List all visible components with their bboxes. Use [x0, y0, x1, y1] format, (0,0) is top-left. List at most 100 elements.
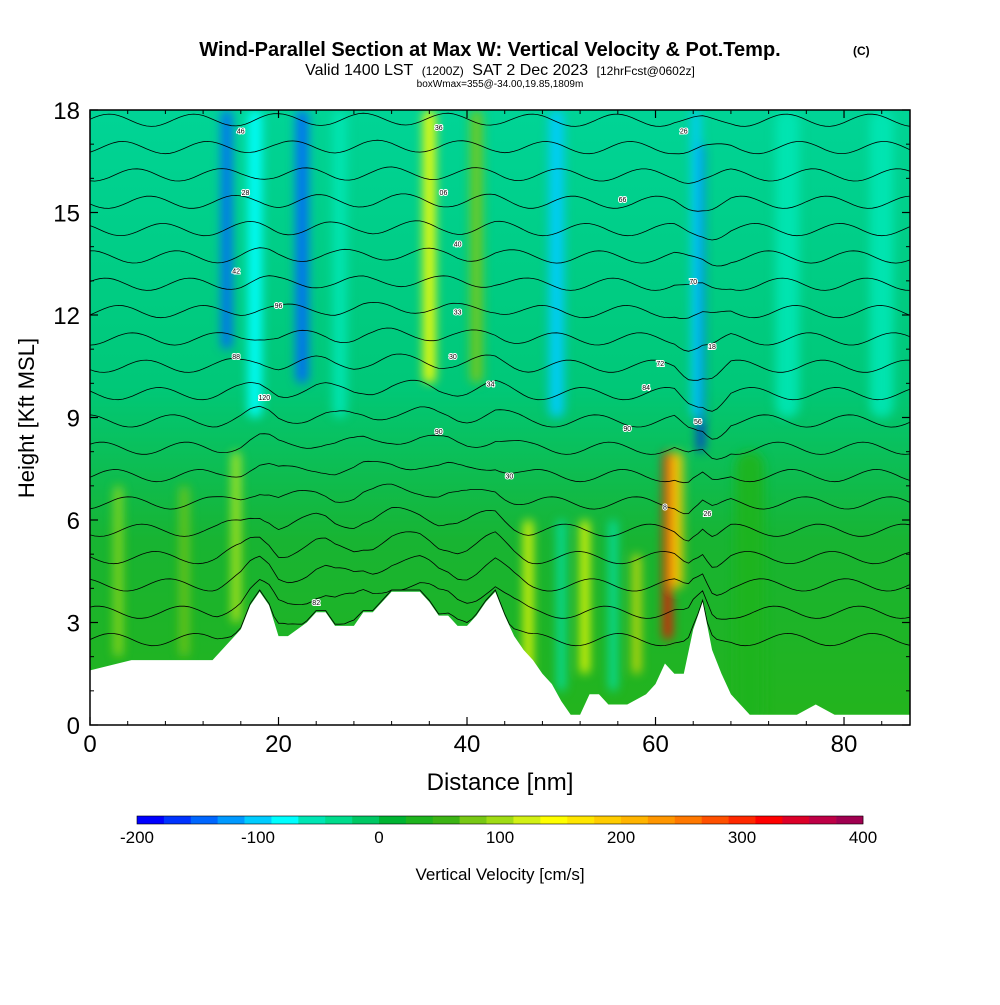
w-feature-13	[633, 554, 640, 674]
w-feature-11	[524, 520, 533, 674]
subtitle-date: SAT 2 Dec 2023	[472, 62, 588, 79]
colorbar-swatch-1	[163, 816, 192, 824]
x-tick-label-80: 80	[831, 731, 858, 758]
contour-label-12: 30	[449, 354, 457, 361]
w-feature-6	[691, 110, 701, 418]
colorbar-swatch-10	[405, 816, 434, 824]
contour-label-23: 26	[703, 511, 711, 518]
isentrope-16	[90, 193, 910, 212]
colorbar-swatch-2	[190, 816, 218, 824]
colorbar-swatch-16	[567, 816, 595, 824]
colorbar-swatch-8	[352, 816, 380, 824]
subtitle-forecast: [12hrFcst@0602z]	[597, 64, 695, 78]
contour-label-17: 120	[259, 395, 271, 402]
contour-label-15: 34	[487, 381, 495, 388]
contour-label-21: 30	[506, 474, 514, 481]
w-feature-16	[232, 451, 240, 623]
colorbar-label: Vertical Velocity [cm/s]	[415, 865, 584, 884]
colorbar-swatch-12	[459, 816, 487, 824]
colorbar-swatch-3	[217, 816, 245, 824]
contour-label-9: 33	[454, 310, 462, 317]
w-feature-12	[580, 520, 590, 674]
y-tick-label-15: 15	[53, 201, 80, 228]
contour-label-8: 96	[275, 303, 283, 310]
contour-label-3: 06	[440, 190, 448, 197]
colorbar-swatch-15	[540, 816, 568, 824]
isentrope-0	[90, 589, 910, 647]
contour-label-2: 36	[435, 125, 443, 132]
x-tick-label-0: 0	[83, 731, 96, 758]
contour-label-0: 46	[237, 129, 245, 136]
w-feature-9	[663, 451, 673, 640]
x-axis-label: Distance [nm]	[427, 769, 574, 796]
isentrope-19	[90, 112, 910, 127]
subtitle-utc: (1200Z)	[422, 64, 464, 78]
colorbar-tick-label-6: 400	[849, 828, 877, 847]
colorbar-frame	[136, 815, 864, 825]
contour-label-10: 70	[689, 279, 697, 286]
colorbar-swatch-22	[728, 816, 756, 824]
isentrope-18	[90, 139, 910, 155]
colorbar-tick-label-3: 100	[486, 828, 514, 847]
x-tick-label-20: 20	[265, 731, 292, 758]
contour-label-5: 66	[619, 197, 627, 204]
contour-label-19: 90	[623, 426, 631, 433]
colorbar-swatch-6	[298, 816, 326, 824]
w-feature-21	[735, 451, 764, 725]
plot-area: 46 28 36 06 26 66 40 42 96 33 70 88 30 72 18 34 84 120 90 9…	[90, 110, 910, 725]
colorbar-swatch-0	[137, 816, 165, 824]
title-copyright-mark: (C)	[853, 44, 870, 58]
isentrope-4	[90, 506, 910, 542]
subtitle-valid-time: Valid 1400 LST	[305, 62, 413, 79]
colorbar-swatch-26	[836, 816, 864, 824]
w-feature-18	[114, 485, 123, 657]
colorbar-swatch-25	[809, 816, 837, 824]
colorbar-swatch-20	[674, 816, 702, 824]
isentrope-10	[90, 353, 910, 381]
y-tick-label-9: 9	[67, 406, 80, 433]
isentrope-15	[90, 220, 910, 241]
x-tick-label-60: 60	[642, 731, 669, 758]
w-feature-20	[869, 110, 894, 418]
isentrope-9	[90, 379, 910, 412]
colorbar-swatch-18	[621, 816, 649, 824]
isentrope-3	[90, 531, 910, 568]
colorbar-tick-label-1: -100	[241, 828, 275, 847]
colorbar-swatch-14	[513, 816, 541, 824]
x-tick-label-40: 40	[454, 731, 481, 758]
colorbar-swatch-5	[271, 816, 299, 824]
colorbar-tick-label-4: 200	[607, 828, 635, 847]
w-feature-3	[332, 110, 347, 418]
isentrope-5	[90, 483, 910, 515]
w-feature-10	[671, 451, 683, 589]
isentrope-12	[90, 301, 910, 320]
potential-temperature-contours	[90, 112, 910, 647]
isentrope-14	[90, 247, 910, 267]
y-tick-label-3: 3	[67, 611, 80, 638]
w-feature-4	[549, 110, 565, 418]
colorbar-swatch-21	[701, 816, 729, 824]
vertical-velocity-field	[114, 110, 894, 725]
y-tick-label-6: 6	[67, 508, 80, 535]
colorbar-tick-label-2: 0	[374, 828, 383, 847]
isentrope-17	[90, 166, 910, 184]
contour-label-6: 40	[454, 241, 462, 248]
chart-title: Wind-Parallel Section at Max W: Vertical…	[199, 39, 780, 61]
colorbar-swatch-24	[782, 816, 810, 824]
colorbar-swatch-7	[325, 816, 353, 824]
contour-label-13: 72	[656, 361, 664, 368]
w-feature-17	[180, 485, 189, 657]
box-wmax-note: boxWmax=355@-34.00,19.85,1809m	[417, 79, 584, 90]
colorbar: -200 -100 0 100 200 300 400	[120, 815, 877, 847]
colorbar-swatch-9	[379, 816, 407, 824]
contour-label-24: 82	[312, 600, 320, 607]
contour-label-20: 56	[694, 419, 702, 426]
isentrope-2	[90, 555, 910, 596]
contour-labels: 46 28 36 06 26 66 40 42 96 33 70 88 30 72 18 34 84 120 90 9…	[231, 124, 717, 608]
isentrope-7	[90, 433, 910, 460]
contour-label-1: 28	[242, 190, 250, 197]
colorbar-swatch-19	[647, 816, 676, 824]
w-feature-15	[609, 520, 617, 691]
